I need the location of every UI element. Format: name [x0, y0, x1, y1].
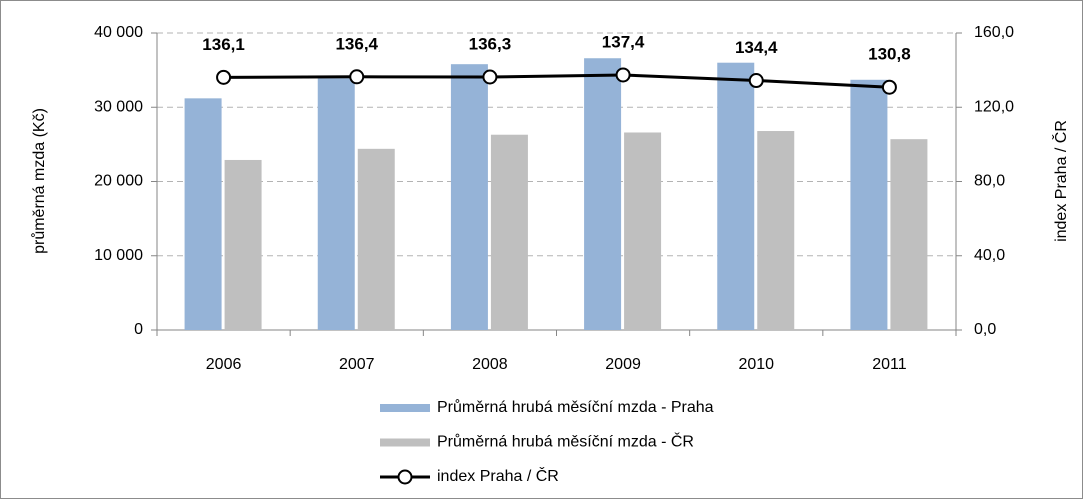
- data-label: 130,8: [868, 45, 911, 64]
- x-tick-label: 2009: [605, 356, 641, 373]
- y-tick-label: 40 000: [94, 24, 143, 41]
- bar: [490, 134, 528, 330]
- y-tick-label: 30 000: [94, 98, 143, 115]
- line: [223, 73, 890, 89]
- bar: [317, 78, 355, 330]
- legend-label: Průměrná hrubá měsíční mzda - ČR: [437, 432, 694, 451]
- bar: [184, 98, 222, 330]
- data-label: 136,1: [202, 35, 245, 54]
- y2-tick-label: 0,0: [974, 321, 996, 338]
- line-marker: [349, 69, 365, 85]
- y-tick-label: 10 000: [94, 247, 143, 264]
- legend-label: index Praha / ČR: [437, 466, 559, 485]
- x-tick-label: 2006: [206, 356, 242, 373]
- line-marker: [482, 69, 498, 85]
- line-marker: [216, 69, 232, 85]
- y-tick-label: 0: [134, 321, 143, 338]
- y2-axis-title: index Praha / ČR: [1051, 120, 1070, 242]
- legend-label: Průměrná hrubá měsíční mzda - Praha: [437, 398, 714, 416]
- legend-marker: [397, 469, 413, 485]
- bar: [890, 139, 928, 330]
- x-tick-label: 2010: [738, 356, 774, 373]
- legend-swatch: [380, 438, 430, 447]
- y2-tick-label: 160,0: [974, 24, 1014, 41]
- bar: [584, 58, 622, 331]
- bar: [224, 159, 262, 330]
- line-marker: [748, 73, 764, 89]
- data-label: 134,4: [735, 38, 778, 57]
- y2-tick-label: 120,0: [974, 98, 1014, 115]
- bar: [357, 148, 395, 330]
- bar: [450, 64, 488, 330]
- y2-tick-label: 40,0: [974, 247, 1005, 264]
- bar: [624, 132, 662, 330]
- y2-tick-label: 80,0: [974, 173, 1005, 190]
- x-tick-label: 2007: [339, 356, 375, 373]
- y-tick-label: 20 000: [94, 173, 143, 190]
- data-label: 136,4: [335, 34, 378, 53]
- bar: [850, 79, 888, 330]
- bar: [717, 62, 755, 330]
- x-tick-label: 2008: [472, 356, 508, 373]
- data-label: 137,4: [602, 32, 645, 51]
- x-tick-label: 2011: [872, 356, 907, 373]
- data-label: 136,3: [469, 34, 512, 53]
- bar: [757, 131, 795, 330]
- y-axis-title: průměrná mzda (Kč): [30, 108, 48, 254]
- legend-swatch: [380, 404, 430, 412]
- line-marker: [881, 79, 897, 95]
- line-marker: [615, 67, 631, 83]
